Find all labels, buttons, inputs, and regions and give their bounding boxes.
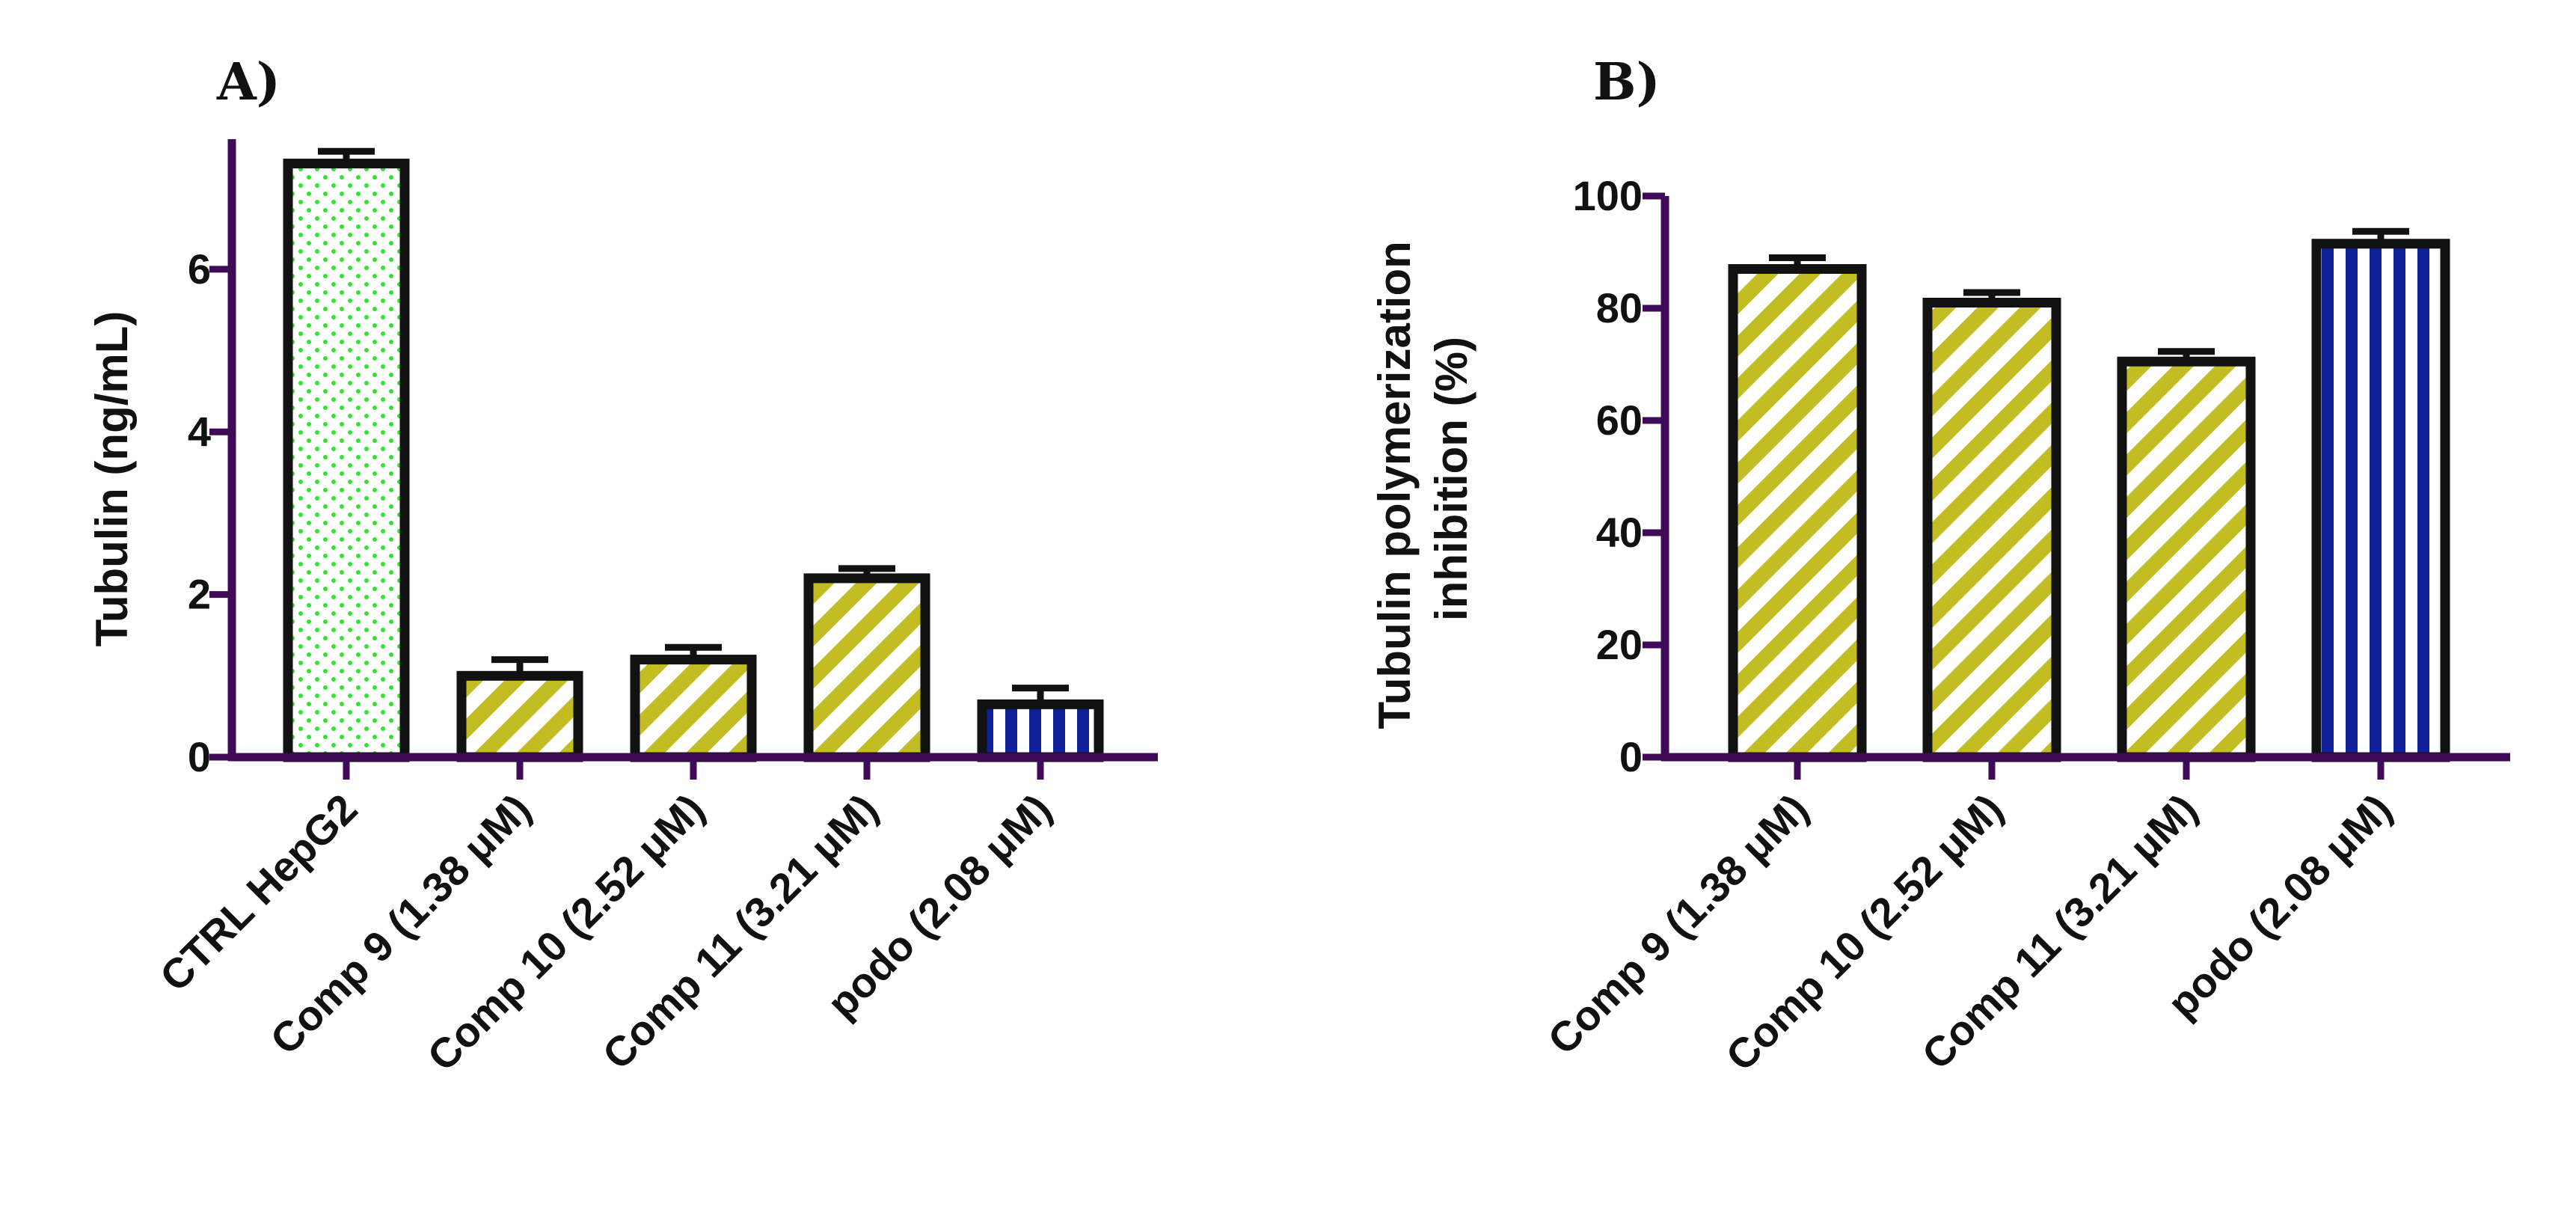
bar-b-3 <box>2117 356 2256 762</box>
y-tick-label-b-2: 20 <box>1596 621 1643 668</box>
y-axis-title-b-line-2: inhibition (%) <box>1426 337 1476 621</box>
panel-label-a: A) <box>216 52 280 112</box>
chart-panel-b: B) Tubulin polymerization inhibition (%)… <box>1370 52 2510 1080</box>
y-axis-title-b-line-1: Tubulin polymerization <box>1370 241 1420 729</box>
y-tick-label-b-4: 60 <box>1596 397 1643 444</box>
bar-b-1 <box>1728 264 1867 762</box>
bar-b-4 <box>2311 239 2450 762</box>
bar-b-2 <box>1922 298 2061 762</box>
panel-label-b: B) <box>1593 52 1660 112</box>
bar-a-3 <box>630 655 757 762</box>
y-tick-label-b-5: 80 <box>1596 284 1643 331</box>
y-axis-title-b: Tubulin polymerization inhibition (%) <box>1370 229 1476 729</box>
y-tick-label-a-3: 4 <box>188 408 211 455</box>
bar-a-1 <box>283 159 410 762</box>
bar-a-5 <box>977 699 1104 762</box>
bar-a-2 <box>456 670 583 762</box>
y-tick-label-a-4: 6 <box>188 245 211 293</box>
y-tick-label-a-2: 2 <box>188 571 211 618</box>
y-tick-label-b-1: 0 <box>1619 733 1643 780</box>
y-tick-label-b-3: 40 <box>1596 509 1643 556</box>
y-tick-label-b-6: 100 <box>1573 172 1643 219</box>
y-tick-label-a-1: 0 <box>188 733 211 780</box>
y-axis-title-a: Tubulin (ng/mL) <box>87 311 137 647</box>
bar-a-4 <box>803 573 930 762</box>
